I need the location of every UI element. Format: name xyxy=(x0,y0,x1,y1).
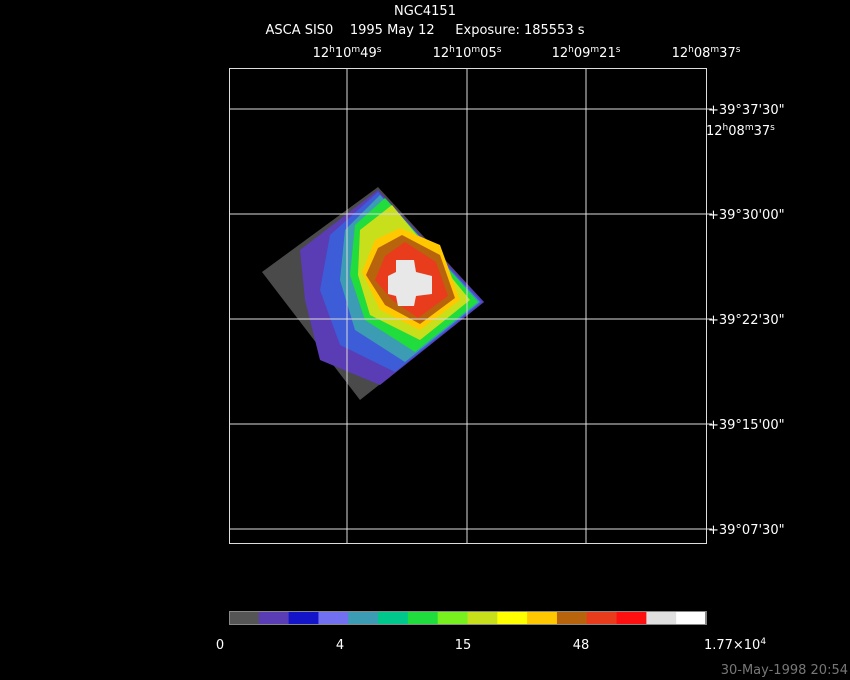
title: NGC4151 xyxy=(394,4,456,19)
label-part: h xyxy=(723,123,729,133)
dec-label: +39°37'30" xyxy=(708,103,785,118)
dec-label: +39°30'00" xyxy=(708,208,785,223)
plot-frame xyxy=(229,68,707,544)
label-part: m xyxy=(745,123,754,133)
colorbar-swatch xyxy=(527,611,558,625)
colorbar-swatch xyxy=(258,611,290,625)
colorbar-swatch xyxy=(229,611,260,625)
colorbar-swatch xyxy=(467,611,498,625)
label-part: 08 xyxy=(728,124,745,139)
label-part: 4 xyxy=(336,638,344,653)
label-part: 37 xyxy=(719,46,736,61)
label-part: s xyxy=(736,45,741,55)
colorbar-swatch xyxy=(288,611,319,625)
ra-label: 12h08m37s xyxy=(672,45,741,61)
ra-label: 12h10m49s xyxy=(313,45,382,61)
colorbar-label: 4 xyxy=(336,638,344,653)
label-part: 12 xyxy=(706,124,723,139)
label-part: 10 xyxy=(335,46,352,61)
label-part: 10 xyxy=(455,46,472,61)
label-part: 1.77×10 xyxy=(704,638,760,653)
colorbar-frame xyxy=(229,611,706,625)
subtitle: ASCA SIS0 1995 May 12 Exposure: 185553 s xyxy=(265,23,584,38)
colorbar-label: 1.77×104 xyxy=(704,637,766,653)
dec-label: +39°22'30" xyxy=(708,313,785,328)
image xyxy=(262,187,484,400)
colorbar-swatch xyxy=(556,611,588,625)
colorbar-swatch xyxy=(348,611,379,625)
label-part: s xyxy=(616,45,621,55)
ra-label: 12h10m05s xyxy=(433,45,502,61)
colorbar-swatch xyxy=(616,611,647,625)
label-part: h xyxy=(568,45,574,55)
label-part: 15 xyxy=(455,638,472,653)
colorbar-label: 0 xyxy=(216,638,224,653)
label-part: 37 xyxy=(754,124,771,139)
coordinate-grid xyxy=(229,68,712,544)
ra-label: 12h08m37s xyxy=(706,123,775,139)
colorbar-swatch xyxy=(586,611,618,625)
dec-label: +39°15'00" xyxy=(708,418,785,433)
colorbar-swatch xyxy=(437,611,468,625)
label-part: m xyxy=(351,45,360,55)
ra-label: 12h09m21s xyxy=(552,45,621,61)
label-part: 05 xyxy=(480,46,497,61)
label-part: m xyxy=(590,45,599,55)
label-part: 0 xyxy=(216,638,224,653)
label-part: 49 xyxy=(360,46,377,61)
colorbar-swatch xyxy=(318,611,349,625)
label-part: 48 xyxy=(573,638,590,653)
colorbar-swatch xyxy=(676,611,707,625)
label-part: s xyxy=(377,45,382,55)
label-part: 12 xyxy=(313,46,330,61)
label-part: 4 xyxy=(760,637,766,647)
label-part: 12 xyxy=(552,46,569,61)
label-part: s xyxy=(770,123,775,133)
label-part: h xyxy=(449,45,455,55)
label-part: m xyxy=(471,45,480,55)
timestamp: 30-May-1998 20:54 xyxy=(721,663,848,678)
colorbar-swatch xyxy=(646,611,677,625)
colorbar-swatch xyxy=(497,611,528,625)
label-part: h xyxy=(688,45,694,55)
label-part: m xyxy=(710,45,719,55)
label-part: s xyxy=(497,45,502,55)
label-part: h xyxy=(329,45,335,55)
label-part: 12 xyxy=(433,46,450,61)
dec-label: +39°07'30" xyxy=(708,523,785,538)
label-part: 21 xyxy=(599,46,616,61)
colorbar-swatch xyxy=(378,611,409,625)
colorbar-label: 48 xyxy=(573,638,590,653)
label-part: 09 xyxy=(574,46,591,61)
label-part: 08 xyxy=(694,46,711,61)
colorbar-label: 15 xyxy=(455,638,472,653)
label-part: 12 xyxy=(672,46,689,61)
colorbar-swatch xyxy=(407,611,439,625)
